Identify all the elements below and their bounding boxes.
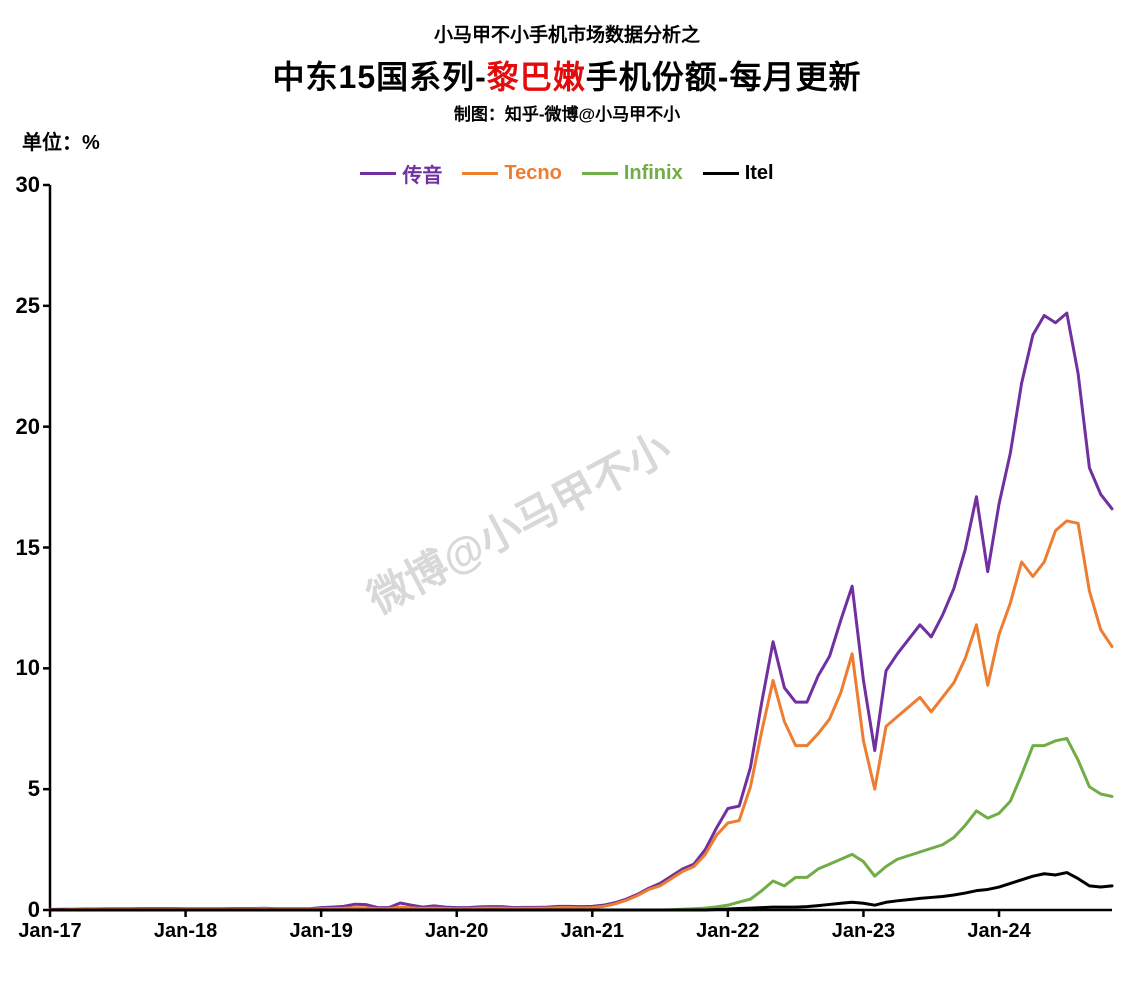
x-tick-label: Jan-19: [289, 920, 352, 943]
x-tick-label: Jan-20: [425, 920, 488, 943]
x-tick-label: Jan-22: [696, 920, 759, 943]
x-tick-label: Jan-23: [832, 920, 895, 943]
y-tick-label: 10: [0, 655, 40, 681]
x-tick-label: Jan-18: [154, 920, 217, 943]
x-tick-label: Jan-24: [967, 920, 1030, 943]
y-tick-label: 20: [0, 414, 40, 440]
chart-plot: [0, 0, 1134, 996]
y-tick-label: 30: [0, 172, 40, 198]
y-tick-label: 15: [0, 535, 40, 561]
x-tick-label: Jan-21: [561, 920, 624, 943]
y-tick-label: 5: [0, 776, 40, 802]
series-line: [50, 313, 1112, 909]
chart-container: 小马甲不小手机市场数据分析之 中东15国系列-黎巴嫩手机份额-每月更新 制图：知…: [0, 0, 1134, 996]
y-tick-label: 25: [0, 293, 40, 319]
x-tick-label: Jan-17: [18, 920, 81, 943]
series-line: [50, 738, 1112, 910]
series-line: [50, 521, 1112, 910]
series-line: [50, 873, 1112, 910]
